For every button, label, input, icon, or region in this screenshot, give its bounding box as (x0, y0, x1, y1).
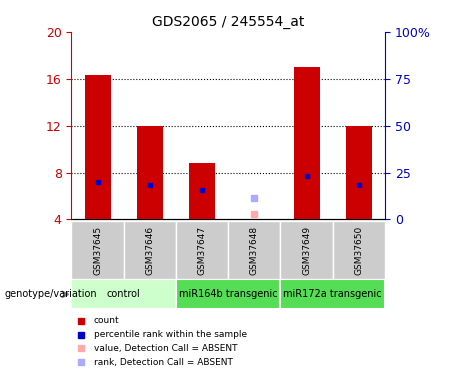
Bar (137, 126, 163, 219)
Bar (280, 279, 385, 309)
Text: GSM37650: GSM37650 (355, 226, 363, 275)
Text: genotype/variation: genotype/variation (5, 290, 97, 299)
Text: miR172a transgenic: miR172a transgenic (284, 290, 382, 299)
Bar (176, 221, 228, 279)
Bar (71, 279, 176, 309)
Text: control: control (107, 290, 141, 299)
Title: GDS2065 / 245554_at: GDS2065 / 245554_at (152, 15, 304, 30)
Text: rank, Detection Call = ABSENT: rank, Detection Call = ABSENT (94, 358, 232, 367)
Text: percentile rank within the sample: percentile rank within the sample (94, 330, 247, 339)
Bar (280, 221, 333, 279)
Text: miR164b transgenic: miR164b transgenic (179, 290, 278, 299)
Bar (124, 221, 176, 279)
Text: count: count (94, 316, 119, 325)
Bar (176, 279, 280, 309)
Text: GSM37645: GSM37645 (93, 226, 102, 275)
Bar (346, 126, 372, 219)
Bar (228, 221, 280, 279)
Bar (71, 221, 124, 279)
Text: GSM37646: GSM37646 (145, 226, 154, 275)
Bar (333, 221, 385, 279)
Text: value, Detection Call = ABSENT: value, Detection Call = ABSENT (94, 344, 237, 353)
Bar (294, 67, 319, 219)
Bar (189, 163, 215, 219)
Bar (84, 75, 111, 219)
Text: GSM37649: GSM37649 (302, 226, 311, 275)
Text: GSM37647: GSM37647 (198, 226, 207, 275)
Text: GSM37648: GSM37648 (250, 226, 259, 275)
